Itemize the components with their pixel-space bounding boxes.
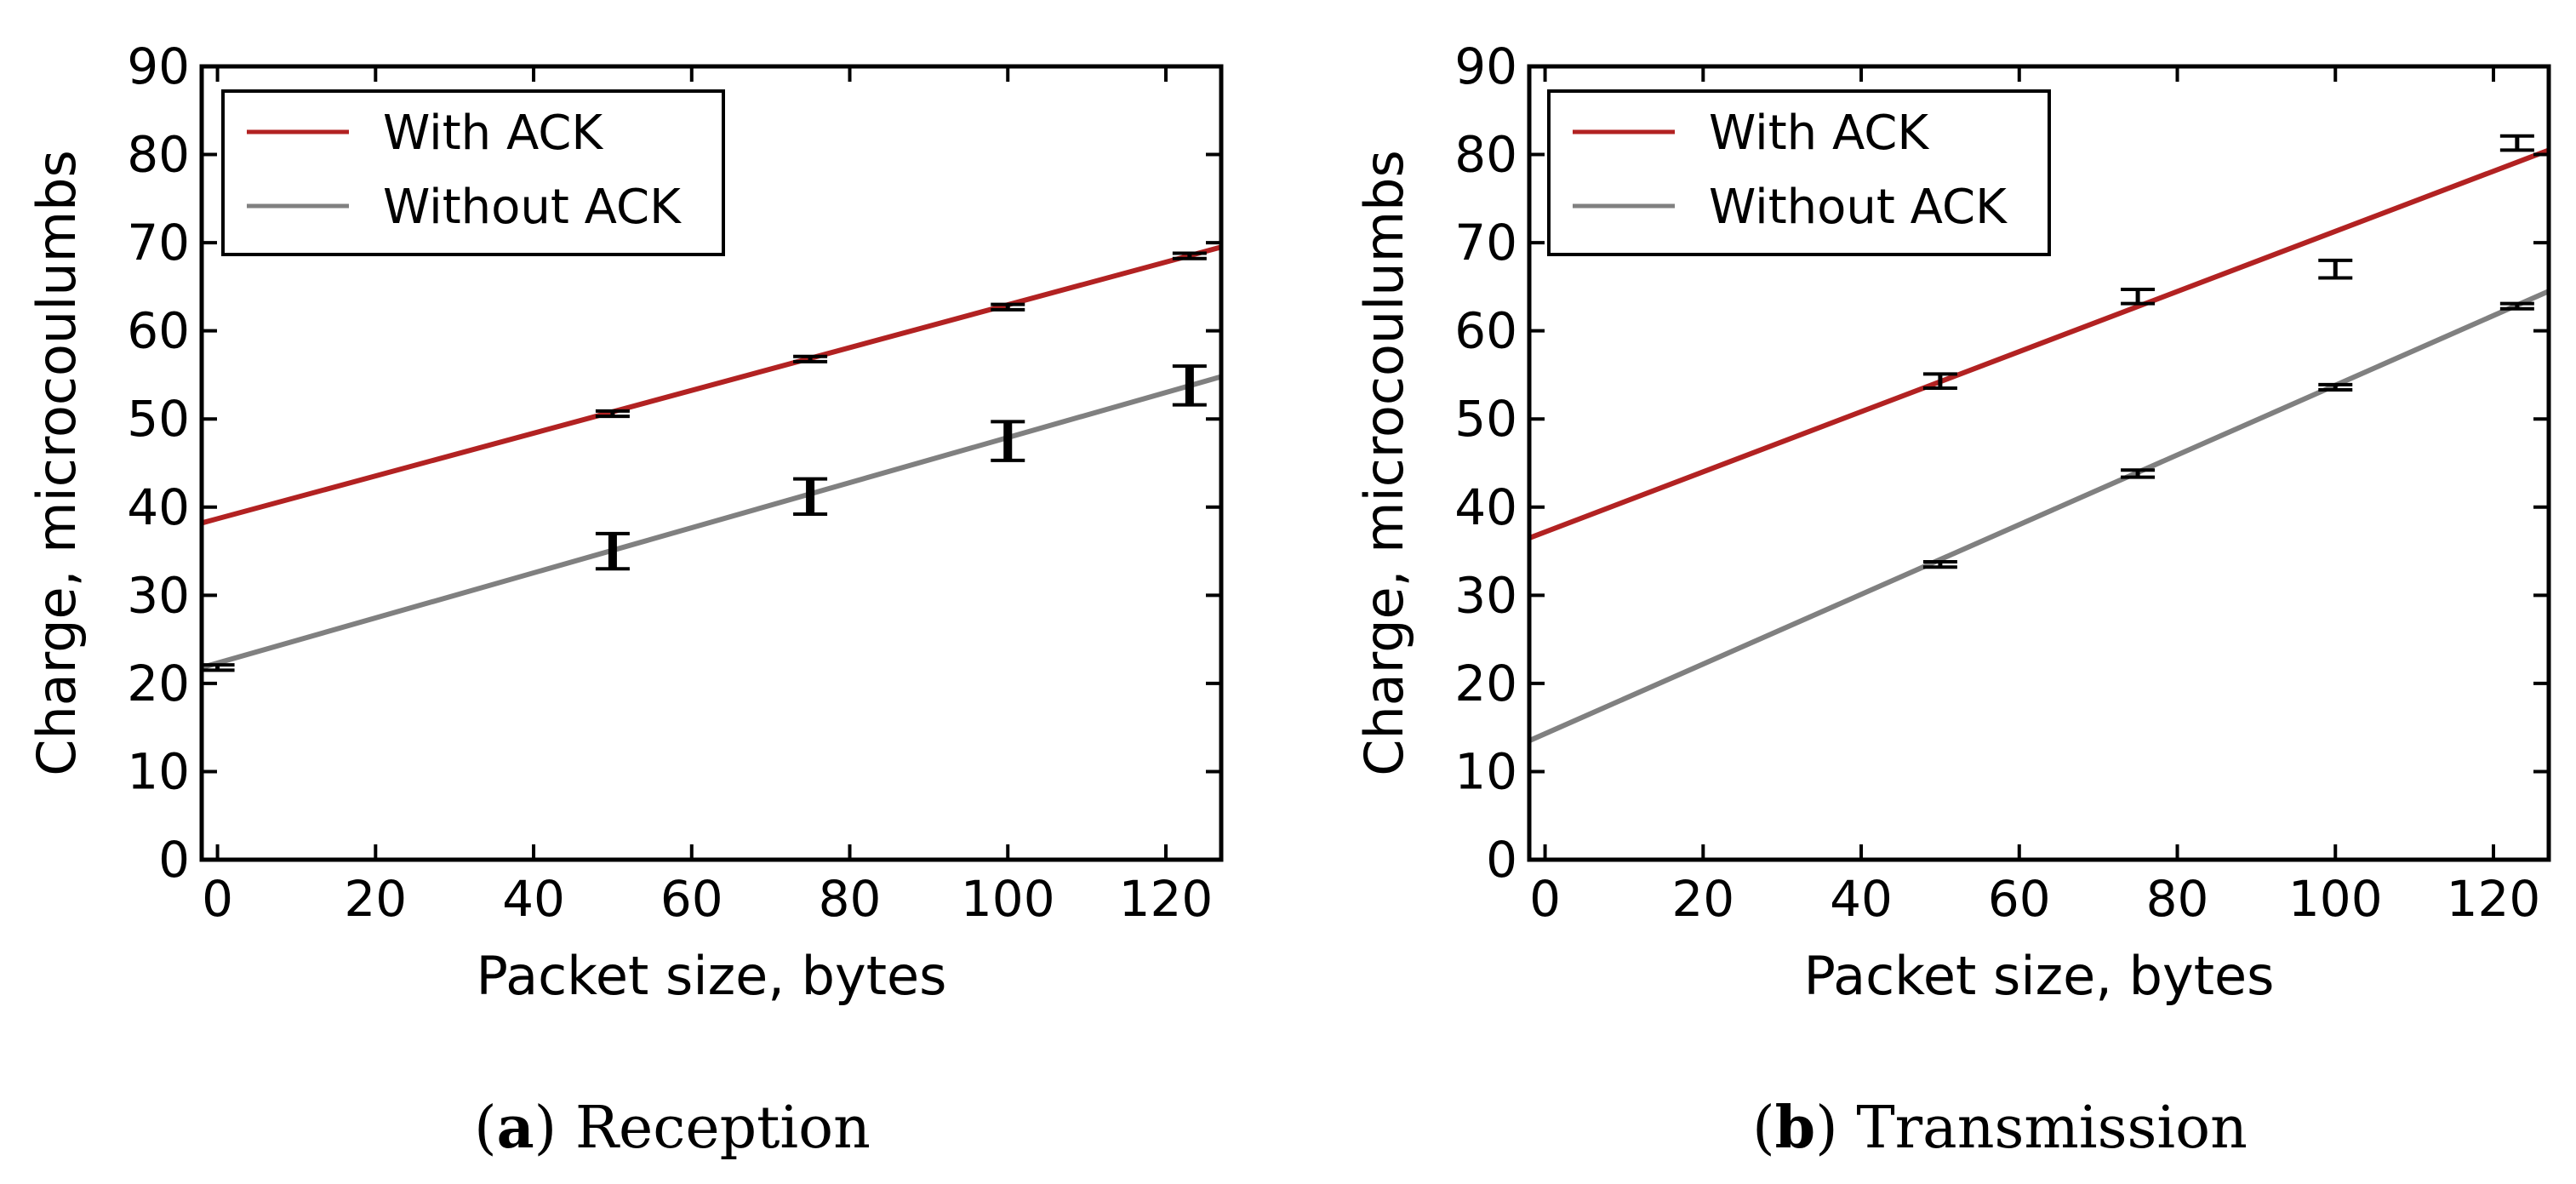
legend-label-without-ack: Without ACK bbox=[383, 180, 682, 235]
error-bar-without-ack-75 bbox=[2121, 468, 2156, 479]
y-tick-label-90: 90 bbox=[127, 37, 190, 95]
error-bar-with-ack-123 bbox=[2499, 134, 2534, 152]
y-tick-label-80: 80 bbox=[1454, 126, 1517, 184]
legend-label-without-ack: Without ACK bbox=[1709, 180, 2008, 235]
y-tick-label-60: 60 bbox=[1454, 302, 1517, 360]
y-tick-label-30: 30 bbox=[1454, 566, 1517, 624]
y-tick-label-70: 70 bbox=[1454, 214, 1517, 272]
error-bar-with-ack-100 bbox=[2318, 258, 2353, 280]
x-tick-label-60: 60 bbox=[1988, 870, 2051, 928]
caption: (a) Reception bbox=[474, 1094, 871, 1162]
x-tick-label-20: 20 bbox=[1671, 870, 1734, 928]
x-tick-label-60: 60 bbox=[660, 870, 723, 928]
y-tick-label-50: 50 bbox=[127, 390, 190, 448]
x-axis-label: Packet size, bytes bbox=[477, 945, 947, 1007]
y-tick-label-60: 60 bbox=[127, 302, 190, 360]
y-tick-label-40: 40 bbox=[127, 478, 190, 536]
error-bar-without-ack-123 bbox=[2499, 301, 2534, 311]
y-tick-label-40: 40 bbox=[1454, 478, 1517, 536]
x-tick-label-100: 100 bbox=[2288, 870, 2383, 928]
legend: With ACK Without ACK bbox=[1547, 89, 2051, 256]
y-tick-label-20: 20 bbox=[127, 655, 190, 712]
plot-frame bbox=[199, 64, 1224, 862]
legend-label-with-ack: With ACK bbox=[1709, 106, 1929, 161]
x-tick-label-120: 120 bbox=[1119, 870, 1214, 928]
x-tick-label-120: 120 bbox=[2447, 870, 2541, 928]
x-tick-label-20: 20 bbox=[344, 870, 407, 928]
plot-frame bbox=[1527, 64, 2551, 862]
series-line-without-ack bbox=[202, 374, 1221, 671]
y-tick-label-50: 50 bbox=[1454, 390, 1517, 448]
error-bar-with-ack-123 bbox=[1172, 251, 1207, 260]
x-tick-label-0: 0 bbox=[1529, 870, 1561, 928]
y-tick-label-20: 20 bbox=[1454, 655, 1517, 712]
series-line-without-ack bbox=[1529, 289, 2549, 743]
panel-reception: 0 10 20 30 40 50 60 70 80 90 0 20 40 60 80 100 120 Packe… bbox=[26, 37, 1224, 1162]
error-bar-without-ack-0 bbox=[200, 663, 235, 672]
legend-box bbox=[1547, 89, 2051, 256]
y-tick-label-10: 10 bbox=[1454, 742, 1517, 800]
y-tick-label-90: 90 bbox=[1454, 37, 1517, 95]
error-bar-without-ack-75 bbox=[793, 477, 828, 517]
legend-label-with-ack: With ACK bbox=[383, 106, 603, 161]
error-bar-with-ack-75 bbox=[793, 354, 828, 363]
x-tick-label-100: 100 bbox=[961, 870, 1055, 928]
y-tick-label-0: 0 bbox=[158, 831, 190, 889]
error-bar-without-ack-50 bbox=[1922, 559, 1957, 569]
y-tick-label-10: 10 bbox=[127, 742, 190, 800]
legend-box bbox=[221, 89, 725, 256]
x-axis-label: Packet size, bytes bbox=[1804, 945, 2275, 1007]
error-bar-with-ack-50 bbox=[595, 409, 630, 419]
series-line-with-ack bbox=[202, 244, 1221, 526]
caption-letter: a bbox=[497, 1094, 534, 1162]
y-tick-label-0: 0 bbox=[1486, 831, 1517, 889]
x-tick-label-80: 80 bbox=[2146, 870, 2209, 928]
y-tick-label-80: 80 bbox=[127, 126, 190, 184]
x-tick-label-40: 40 bbox=[502, 870, 565, 928]
y-axis-label: Charge, microcoulumbs bbox=[1353, 150, 1415, 776]
caption-letter: b bbox=[1775, 1094, 1816, 1162]
caption-title: Transmission bbox=[1856, 1095, 2248, 1162]
panel-transmission: 0 10 20 30 40 50 60 70 80 90 0 20 40 60 80 100 120 Packe… bbox=[1353, 37, 2551, 1162]
y-axis-label: Charge, microcoulumbs bbox=[26, 150, 88, 776]
x-tick-label-40: 40 bbox=[1830, 870, 1893, 928]
caption: (b) Transmission bbox=[1752, 1094, 2248, 1162]
series-line-with-ack bbox=[1529, 147, 2549, 541]
error-bar-with-ack-75 bbox=[2121, 287, 2156, 306]
legend: With ACK Without ACK bbox=[221, 89, 725, 256]
y-tick-label-30: 30 bbox=[127, 566, 190, 624]
error-bar-without-ack-50 bbox=[595, 531, 630, 571]
error-bar-without-ack-100 bbox=[2318, 382, 2353, 392]
error-bar-without-ack-123 bbox=[1172, 364, 1207, 407]
error-bar-with-ack-50 bbox=[1922, 372, 1957, 390]
error-bar-with-ack-100 bbox=[991, 302, 1025, 312]
y-tick-label-70: 70 bbox=[127, 214, 190, 272]
error-bar-without-ack-100 bbox=[991, 420, 1025, 462]
x-tick-label-80: 80 bbox=[819, 870, 882, 928]
caption-title: Reception bbox=[575, 1095, 871, 1162]
x-tick-label-0: 0 bbox=[202, 870, 233, 928]
